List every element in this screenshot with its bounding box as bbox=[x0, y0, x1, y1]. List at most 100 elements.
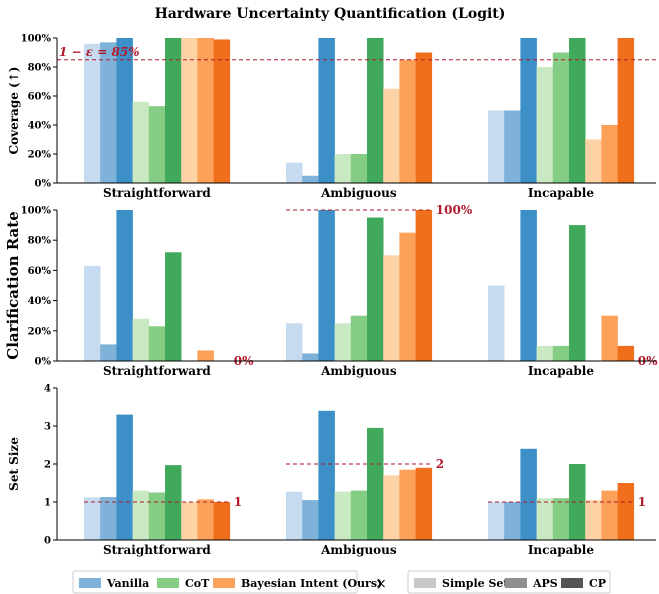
bar-incapable-cot-simple-set bbox=[536, 345, 554, 361]
x-category-label: Straightforward bbox=[103, 364, 211, 378]
bar-straightforward-bayes-aps bbox=[197, 350, 214, 361]
bar-incapable-bayes-aps bbox=[601, 490, 618, 540]
bar-ambiguous-bayes-aps bbox=[399, 232, 416, 361]
y-tick-label: 40% bbox=[28, 296, 52, 307]
y-tick-label: 80% bbox=[28, 236, 52, 247]
bar-straightforward-cot-simple-set bbox=[132, 490, 150, 540]
y-tick-label: 60% bbox=[28, 92, 52, 103]
bar-incapable-cot-aps bbox=[552, 498, 570, 540]
bar-ambiguous-vanilla-cp bbox=[318, 38, 335, 183]
legend-label: APS bbox=[532, 577, 558, 590]
bar-incapable-vanilla-aps bbox=[504, 502, 521, 540]
bar-ambiguous-cot-aps bbox=[350, 315, 368, 361]
bar-ambiguous-bayes-aps bbox=[399, 59, 416, 183]
bar-incapable-cot-cp bbox=[569, 464, 586, 540]
y-tick-label: 20% bbox=[28, 326, 52, 337]
panel-1: Coverage (↑) 0% 20% 40% 60% 80% 100% Straightfo… bbox=[7, 34, 656, 200]
bar-incapable-cot-aps bbox=[552, 345, 570, 361]
bar-straightforward-cot-cp bbox=[165, 465, 182, 540]
legend-swatch-variant-2 bbox=[561, 578, 583, 588]
bar-straightforward-bayes-cp bbox=[213, 39, 231, 184]
bar-straightforward-vanilla-simple-set bbox=[84, 497, 101, 540]
bar-ambiguous-cot-simple-set bbox=[334, 323, 352, 361]
y-tick-label: 0 bbox=[44, 536, 51, 547]
bar-incapable-cot-cp bbox=[569, 225, 586, 361]
bar-incapable-cot-aps bbox=[552, 52, 570, 183]
y-axis-label: Coverage (↑) bbox=[7, 67, 21, 155]
bar-incapable-vanilla-cp bbox=[520, 448, 537, 540]
x-category-label: Ambiguous bbox=[320, 543, 397, 557]
reference-line-label: 100% bbox=[436, 203, 473, 217]
bar-ambiguous-vanilla-aps bbox=[302, 175, 319, 183]
x-category-label: Incapable bbox=[528, 364, 595, 378]
y-axis-label: Set Size bbox=[7, 437, 21, 491]
reference-line-label: 2 bbox=[436, 457, 444, 471]
bar-incapable-vanilla-simple-set bbox=[488, 285, 505, 361]
panel-3: Set Size 0 1 2 3 4 Straightforward Ambiguous Inc… bbox=[7, 384, 656, 557]
x-category-label: Straightforward bbox=[103, 186, 211, 200]
bar-ambiguous-vanilla-simple-set bbox=[286, 162, 303, 183]
bar-straightforward-vanilla-aps bbox=[100, 344, 117, 361]
y-tick-label: 1 bbox=[44, 498, 51, 509]
bar-straightforward-cot-aps bbox=[148, 106, 166, 183]
bar-straightforward-cot-cp bbox=[165, 38, 182, 183]
y-tick-label: 4 bbox=[44, 384, 51, 395]
reference-line-label: 1 bbox=[638, 495, 646, 509]
bar-ambiguous-bayes-simple-set bbox=[383, 88, 400, 183]
legend-label: CP bbox=[589, 577, 606, 590]
bar-ambiguous-cot-cp bbox=[367, 217, 384, 361]
y-tick-label: 80% bbox=[28, 63, 52, 74]
x-category-label: Ambiguous bbox=[320, 364, 397, 378]
bar-straightforward-cot-simple-set bbox=[132, 318, 150, 361]
bar-incapable-bayes-simple-set bbox=[585, 139, 602, 183]
bar-ambiguous-vanilla-simple-set bbox=[286, 323, 303, 361]
bar-ambiguous-cot-cp bbox=[367, 427, 384, 540]
legend-label: CoT bbox=[185, 577, 210, 590]
legend-label: Simple Set bbox=[442, 577, 509, 590]
x-category-label: Straightforward bbox=[103, 543, 211, 557]
x-category-label: Incapable bbox=[528, 543, 595, 557]
legend-swatch-variant-1 bbox=[505, 578, 527, 588]
reference-line-label: 1 − ε = 85% bbox=[59, 45, 140, 59]
legend-swatch-0 bbox=[79, 578, 101, 588]
y-tick-label: 100% bbox=[21, 34, 52, 45]
bar-ambiguous-vanilla-cp bbox=[318, 410, 335, 540]
y-tick-label: 20% bbox=[28, 150, 52, 161]
bar-ambiguous-bayes-simple-set bbox=[383, 255, 400, 361]
bar-incapable-vanilla-simple-set bbox=[488, 110, 505, 183]
y-tick-label: 40% bbox=[28, 121, 52, 132]
bar-ambiguous-bayes-simple-set bbox=[383, 475, 400, 540]
bar-straightforward-vanilla-simple-set bbox=[84, 43, 101, 183]
bar-incapable-vanilla-cp bbox=[520, 38, 537, 183]
bar-incapable-vanilla-aps bbox=[504, 110, 521, 183]
bar-straightforward-bayes-cp bbox=[213, 502, 231, 540]
bar-incapable-cot-simple-set bbox=[536, 498, 554, 540]
bar-incapable-bayes-cp bbox=[617, 345, 635, 361]
bar-straightforward-cot-aps bbox=[148, 326, 166, 361]
bar-straightforward-vanilla-simple-set bbox=[84, 265, 101, 361]
bar-incapable-bayes-cp bbox=[617, 483, 635, 540]
bar-ambiguous-cot-aps bbox=[350, 490, 368, 540]
x-category-label: Ambiguous bbox=[320, 186, 397, 200]
y-tick-label: 2 bbox=[44, 460, 51, 471]
y-axis-label: Clarification Rate bbox=[4, 211, 22, 359]
legend-times-symbol: × bbox=[375, 576, 387, 592]
bar-ambiguous-vanilla-cp bbox=[318, 210, 335, 361]
bar-incapable-bayes-aps bbox=[601, 125, 618, 183]
legend-swatch-variant-0 bbox=[414, 578, 436, 588]
legend-label: Bayesian Intent (Ours) bbox=[241, 577, 382, 590]
bar-straightforward-cot-aps bbox=[148, 492, 166, 540]
bar-incapable-bayes-simple-set bbox=[585, 500, 602, 540]
bar-ambiguous-vanilla-aps bbox=[302, 500, 319, 540]
bar-incapable-cot-cp bbox=[569, 38, 586, 183]
y-tick-label: 60% bbox=[28, 266, 52, 277]
chart-title: Hardware Uncertainty Quantification (Log… bbox=[155, 6, 506, 22]
bar-straightforward-vanilla-cp bbox=[116, 210, 133, 361]
bar-ambiguous-cot-simple-set bbox=[334, 491, 352, 540]
bar-ambiguous-vanilla-aps bbox=[302, 353, 319, 361]
chart-legend: Vanilla CoT Bayesian Intent (Ours)× Simple … bbox=[72, 570, 611, 594]
y-tick-label: 100% bbox=[21, 206, 52, 217]
bar-ambiguous-vanilla-simple-set bbox=[286, 491, 303, 540]
bar-straightforward-vanilla-aps bbox=[100, 42, 117, 183]
